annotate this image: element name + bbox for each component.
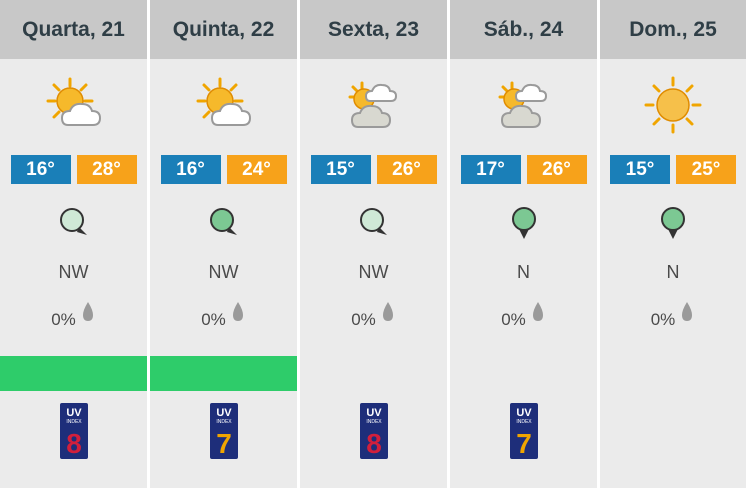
sun-icon: [643, 75, 703, 135]
sun-cloud-icon: [194, 75, 254, 135]
min-temp: 16°: [160, 155, 221, 184]
precipitation: 0%: [0, 300, 147, 330]
precip-value: 0%: [501, 310, 526, 329]
max-temp: 25°: [676, 155, 736, 184]
precip-value: 0%: [351, 310, 376, 329]
uv-label: UV: [516, 407, 532, 419]
temperature-row: 17° 26°: [450, 155, 597, 184]
green-bar: [0, 356, 147, 391]
uv-value: 7: [516, 428, 532, 459]
raindrop-icon: [530, 300, 546, 324]
temperature-row: 16° 24°: [150, 155, 297, 184]
precip-value: 0%: [51, 310, 76, 329]
wind-direction: NW: [208, 262, 239, 282]
max-temp: 26°: [526, 155, 587, 184]
uv-label: UV: [216, 407, 232, 419]
precip-value: 0%: [201, 310, 226, 329]
uv-sub-label: INDEX: [516, 419, 532, 425]
day-column-domingo[interactable]: Dom., 25 15° 25° N 0%: [600, 0, 746, 488]
sun-cloud-icon: [44, 75, 104, 135]
wind-marker-icon: [656, 205, 690, 241]
precip-value: 0%: [650, 310, 676, 329]
precipitation: 0%: [150, 300, 297, 330]
min-temp: 16°: [10, 155, 71, 184]
precipitation: 0%: [450, 300, 597, 330]
temperature-row: 15° 25°: [600, 155, 746, 184]
uv-index-icon: UV INDEX 7: [509, 403, 538, 459]
day-column-sabado[interactable]: Sáb., 24 17° 26° N 0%: [450, 0, 597, 488]
wind-marker-icon: [507, 205, 541, 241]
wind-marker-icon: [57, 205, 91, 241]
min-temp: 15°: [610, 155, 670, 184]
uv-label: UV: [66, 407, 82, 419]
uv-value: 8: [366, 428, 382, 459]
max-temp: 24°: [226, 155, 287, 184]
wind-direction: NW: [358, 262, 389, 282]
day-column-quinta[interactable]: Quinta, 22 16° 24° NW: [150, 0, 297, 488]
uv-sub-label: INDEX: [216, 419, 232, 425]
day-column-sexta[interactable]: Sexta, 23 15° 26° NW 0%: [300, 0, 447, 488]
uv-sub-label: INDEX: [366, 419, 382, 425]
uv-label: UV: [366, 407, 382, 419]
min-temp: 17°: [460, 155, 521, 184]
green-bar: [150, 356, 297, 391]
wind-direction: N: [666, 262, 680, 282]
day-header: Sáb., 24: [450, 0, 597, 59]
raindrop-icon: [80, 300, 96, 324]
wind-direction: NW: [58, 262, 89, 282]
day-header: Dom., 25: [600, 0, 746, 59]
uv-value: 8: [66, 428, 82, 459]
uv-index-icon: UV INDEX 8: [359, 403, 388, 459]
max-temp: 26°: [376, 155, 437, 184]
raindrop-icon: [230, 300, 246, 324]
uv-sub-label: INDEX: [66, 419, 82, 425]
uv-index-icon: UV INDEX 8: [59, 403, 88, 459]
day-column-quarta[interactable]: Quarta, 21 16° 28° NW: [0, 0, 147, 488]
uv-index-icon: UV INDEX 7: [209, 403, 238, 459]
temperature-row: 15° 26°: [300, 155, 447, 184]
raindrop-icon: [679, 300, 695, 324]
precipitation: 0%: [300, 300, 447, 330]
raindrop-icon: [380, 300, 396, 324]
wind-direction: N: [517, 262, 530, 282]
max-temp: 28°: [76, 155, 137, 184]
cloudy-sun-icon: [494, 75, 554, 135]
wind-marker-icon: [357, 205, 391, 241]
temperature-row: 16° 28°: [0, 155, 147, 184]
min-temp: 15°: [310, 155, 371, 184]
cloudy-sun-icon: [344, 75, 404, 135]
day-header: Quinta, 22: [150, 0, 297, 59]
precipitation: 0%: [600, 300, 746, 330]
day-header: Quarta, 21: [0, 0, 147, 59]
uv-value: 7: [216, 428, 232, 459]
day-header: Sexta, 23: [300, 0, 447, 59]
wind-marker-icon: [207, 205, 241, 241]
